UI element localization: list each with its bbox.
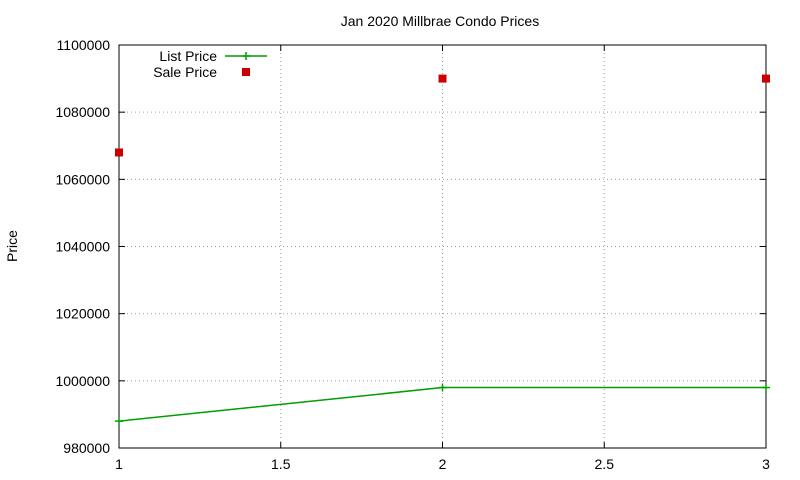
data-point	[438, 383, 447, 392]
y-tick-label: 1000000	[55, 373, 110, 389]
data-point	[762, 74, 770, 83]
series-layer	[115, 74, 770, 426]
y-tick-label: 1060000	[55, 171, 110, 187]
y-tick-label: 1100000	[57, 37, 111, 53]
chart-title: Jan 2020 Millbrae Condo Prices	[341, 13, 539, 29]
y-tick-label: 1040000	[55, 239, 110, 255]
data-point	[438, 74, 447, 83]
axes: 1 1.5 2 2.5 3 980000 1000000 1020000 1040000 1060…	[55, 37, 770, 472]
data-point	[115, 417, 123, 426]
series-line	[118, 386, 766, 422]
y-tick-label: 1080000	[55, 104, 110, 120]
y-tick-label: 980000	[63, 440, 110, 456]
x-tick-label: 1	[115, 456, 123, 472]
legend-item: Sale Price	[153, 64, 250, 80]
series-list-price	[115, 383, 770, 426]
plot-frame	[118, 44, 767, 449]
legend-marker	[242, 52, 250, 60]
legend-label: Sale Price	[153, 64, 217, 80]
legend-marker	[242, 68, 250, 76]
data-point	[762, 383, 770, 392]
y-tick-label: 1020000	[55, 306, 110, 322]
x-tick-label: 2	[439, 456, 447, 472]
x-tick-label: 2.5	[595, 456, 615, 472]
legend-item: List Price	[159, 48, 267, 64]
series-sale-price	[115, 74, 770, 157]
legend-label: List Price	[159, 48, 217, 64]
data-point	[115, 148, 123, 157]
y-axis-label: Price	[4, 230, 20, 262]
x-tick-label: 1.5	[271, 456, 291, 472]
x-tick-label: 3	[762, 456, 770, 472]
